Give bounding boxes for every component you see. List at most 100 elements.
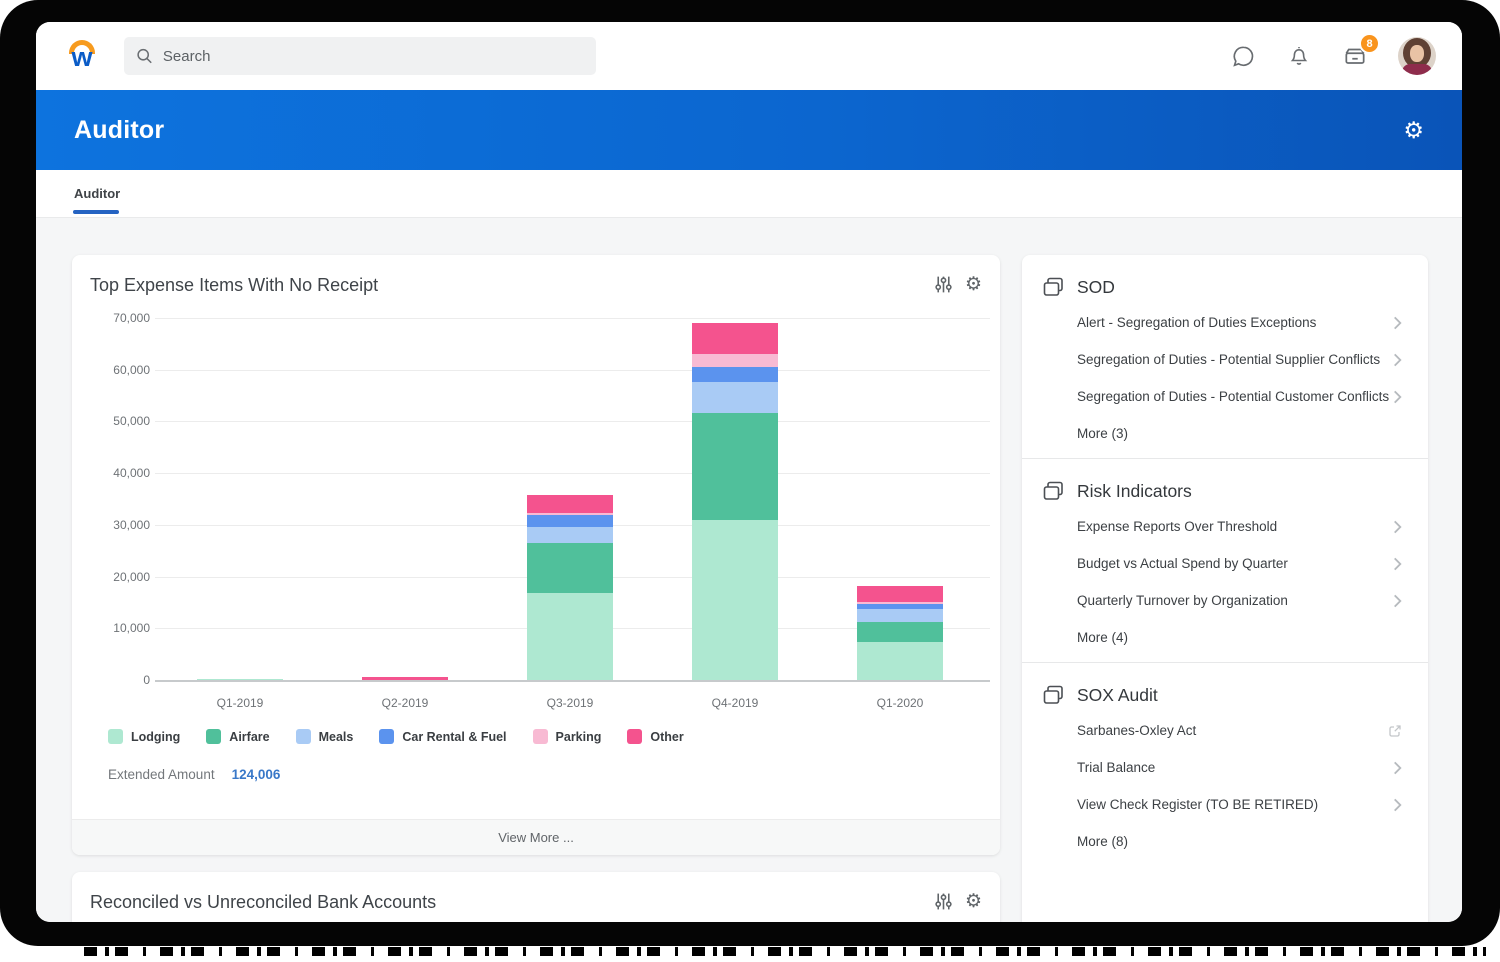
bar-segment-other[interactable] (362, 677, 448, 680)
x-axis-baseline (155, 680, 990, 682)
bar-segment-meals[interactable] (692, 382, 778, 413)
worklet-item-label: Segregation of Duties - Potential Suppli… (1077, 352, 1381, 367)
worklet-item-label: Budget vs Actual Spend by Quarter (1077, 556, 1288, 571)
more-link[interactable]: More (8) (1043, 823, 1404, 860)
chart-filter-sliders-icon[interactable] (934, 892, 953, 911)
chart-settings-gear-icon[interactable]: ⚙ (964, 891, 982, 912)
worklet-item[interactable]: Budget vs Actual Spend by Quarter (1043, 545, 1404, 582)
legend-item-meals[interactable]: Meals (295, 729, 354, 744)
chat-icon (1232, 45, 1253, 67)
chat-button[interactable] (1230, 43, 1256, 69)
expense-card-actions: ⚙ (934, 275, 982, 294)
search-input[interactable] (162, 47, 584, 65)
legend-item-other[interactable]: Other (627, 729, 684, 744)
worklet-item[interactable]: Sarbanes-Oxley Act (1043, 712, 1404, 749)
worklet-item[interactable]: Expense Reports Over Threshold (1043, 508, 1404, 545)
bar-segment-lodging[interactable] (692, 520, 778, 680)
legend-item-airfare[interactable]: Airfare (206, 729, 270, 744)
more-link[interactable]: More (4) (1043, 619, 1404, 656)
x-axis-label: Q4-2019 (711, 696, 759, 710)
bar-segment-other[interactable] (857, 586, 943, 602)
bar-segment-airfare[interactable] (692, 413, 778, 520)
bar-segment-airfare[interactable] (857, 622, 943, 642)
worklet-item[interactable]: Segregation of Duties - Potential Custom… (1043, 378, 1404, 415)
worklet-icon (1043, 685, 1063, 704)
bar-segment-parking[interactable] (692, 354, 778, 367)
worklet-item-label: More (3) (1077, 426, 1129, 441)
bar-segment-lodging[interactable] (857, 642, 943, 680)
chevron-right-icon (1394, 557, 1402, 570)
extended-amount-value-link[interactable]: 124,006 (231, 767, 281, 782)
bar-segment-parking[interactable] (527, 513, 613, 515)
worklet-item[interactable]: Quarterly Turnover by Organization (1043, 582, 1404, 619)
bar-segment-car-rental-fuel[interactable] (692, 367, 778, 382)
y-axis-tick-label: 0 (143, 673, 150, 687)
bar-segment-car-rental-fuel[interactable] (527, 515, 613, 527)
worklet-title: Risk Indicators (1077, 481, 1192, 501)
chevron-right-icon (1394, 316, 1402, 329)
y-axis-tick-label: 40,000 (113, 466, 150, 480)
worklet-item-label: Trial Balance (1077, 760, 1156, 775)
bar-segment-meals[interactable] (857, 609, 943, 622)
bar-q1-2019[interactable] (197, 318, 283, 680)
bar-segment-parking[interactable] (857, 602, 943, 604)
worklet-item-label: Expense Reports Over Threshold (1077, 519, 1278, 534)
y-axis-tick-label: 50,000 (113, 414, 150, 428)
bar-segment-other[interactable] (527, 495, 613, 513)
x-axis-label: Q1-2020 (876, 696, 924, 710)
page-header: Auditor ⚙ (36, 90, 1462, 170)
worklet-icon (1043, 481, 1063, 500)
notifications-button[interactable] (1286, 43, 1312, 69)
legend-swatch (295, 729, 311, 744)
worklet-title-row: SOX Audit (1043, 685, 1404, 706)
active-tab-underline (73, 210, 119, 214)
more-link[interactable]: More (3) (1043, 415, 1404, 452)
bar-segment-other[interactable] (692, 323, 778, 354)
chevron-right-icon (1394, 798, 1402, 811)
legend-label: Meals (318, 729, 354, 744)
worklet-item[interactable]: View Check Register (TO BE RETIRED) (1043, 786, 1404, 823)
worklet-section-risk-indicators: Risk Indicators Expense Reports Over Thre… (1022, 459, 1428, 663)
stacked-bar-chart: 0 10,000 20,000 30,000 40,000 50,000 60,000 70,… (72, 255, 1000, 855)
external-link-icon (1389, 724, 1401, 737)
legend-item-parking[interactable]: Parking (532, 729, 601, 744)
y-axis-tick-label: 30,000 (113, 518, 150, 532)
worklet-item[interactable]: Trial Balance (1043, 749, 1404, 786)
bar-segment-airfare[interactable] (527, 543, 613, 593)
inbox-button[interactable]: 8 (1342, 33, 1380, 69)
worklet-title-row: SOD (1043, 277, 1404, 298)
bar-q3-2019[interactable] (527, 318, 613, 680)
bar-segment-car-rental-fuel[interactable] (857, 604, 943, 609)
profile-avatar[interactable] (1398, 37, 1436, 75)
x-axis-label: Q3-2019 (546, 696, 594, 710)
page-settings-gear-icon[interactable]: ⚙ (1403, 116, 1424, 143)
chart-settings-gear-icon[interactable]: ⚙ (964, 274, 982, 295)
inbox-badge: 8 (1359, 33, 1380, 54)
tab-auditor[interactable]: Auditor (74, 186, 121, 201)
bar-q1-2020[interactable] (857, 318, 943, 680)
legend-label: Car Rental & Fuel (402, 729, 507, 744)
worklet-item[interactable]: Alert - Segregation of Duties Exceptions (1043, 304, 1404, 341)
bar-segment-lodging[interactable] (527, 593, 613, 680)
worklet-item[interactable]: Segregation of Duties - Potential Suppli… (1043, 341, 1404, 378)
bar-segment-meals[interactable] (527, 527, 613, 543)
workday-logo[interactable]: w (62, 34, 102, 78)
view-more-button[interactable]: View More ... (72, 819, 1000, 855)
legend-item-lodging[interactable]: Lodging (108, 729, 180, 744)
bar-segment-lodging[interactable] (197, 679, 283, 680)
bar-q2-2019[interactable] (362, 318, 448, 680)
search-icon (137, 48, 152, 64)
chart-gridline (155, 473, 990, 474)
bar-q4-2019[interactable] (692, 318, 778, 680)
legend-item-car-rental-fuel[interactable]: Car Rental & Fuel (379, 729, 507, 744)
worklet-item-label: Sarbanes-Oxley Act (1077, 723, 1197, 738)
legend-swatch (532, 729, 548, 744)
workday-logo-w: w (71, 42, 93, 72)
legend-label: Lodging (131, 729, 181, 744)
chart-filter-sliders-icon[interactable] (934, 275, 953, 294)
chart-legend: Lodging Airfare Meals Car Rental & Fuel Park… (108, 729, 684, 744)
search-bar[interactable] (124, 37, 596, 75)
extended-amount-label: Extended Amount (108, 767, 215, 782)
top-bar: w 8 (36, 22, 1462, 90)
y-axis-tick-label: 10,000 (113, 621, 150, 635)
